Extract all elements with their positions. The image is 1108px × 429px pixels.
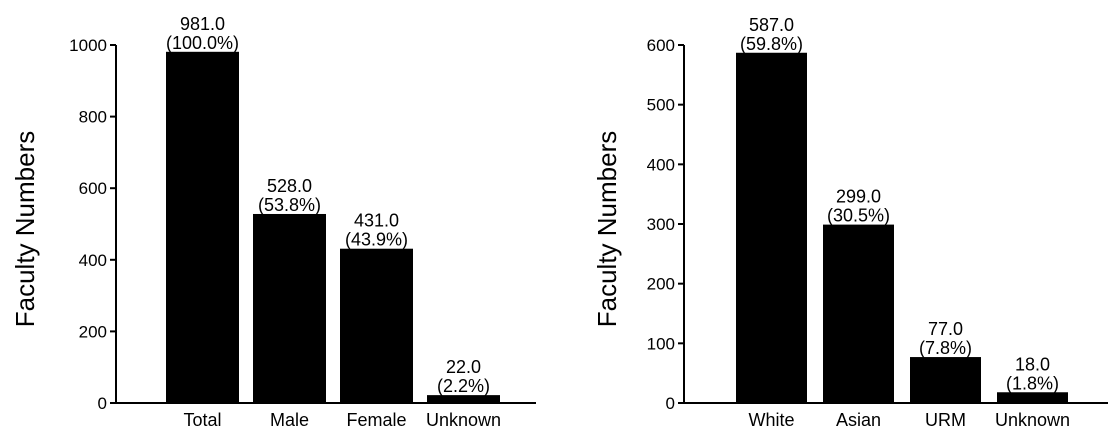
gender-bar — [427, 395, 500, 403]
gender-y-axis-title: Faculty Numbers — [10, 131, 40, 328]
race-bar-percent-label: (30.5%) — [827, 206, 890, 226]
race-y-tick-label: 500 — [647, 96, 675, 115]
race-y-tick-label: 100 — [647, 334, 675, 353]
gender-y-tick-label: 0 — [98, 394, 107, 413]
gender-bar-value-label: 22.0 — [446, 357, 481, 377]
gender-y-tick-label: 600 — [79, 179, 107, 198]
gender-category-label: Total — [183, 410, 221, 429]
gender-bar-percent-label: (53.8%) — [258, 195, 321, 215]
race-bar — [997, 392, 1068, 403]
gender-category-label: Female — [346, 410, 406, 429]
race-bar-percent-label: (59.8%) — [740, 34, 803, 54]
race-category-label: Asian — [836, 410, 881, 429]
gender-y-tick-label: 1000 — [69, 36, 107, 55]
gender-bar-percent-label: (43.9%) — [345, 230, 408, 250]
gender-y-tick-label: 800 — [79, 108, 107, 127]
race-y-tick-label: 400 — [647, 155, 675, 174]
race-y-tick-label: 300 — [647, 215, 675, 234]
gender-bar-percent-label: (100.0%) — [166, 33, 239, 53]
race-bar-value-label: 587.0 — [749, 15, 794, 35]
gender-bar-value-label: 431.0 — [354, 211, 399, 231]
gender-y-tick-label: 200 — [79, 322, 107, 341]
gender-bar-percent-label: (2.2%) — [437, 376, 490, 396]
race-y-axis-title: Faculty Numbers — [592, 131, 622, 328]
race-bar — [823, 224, 894, 403]
chart-gender: 0 200 400 600 800 1000 Faculty Numbers 981.0(10… — [10, 14, 536, 429]
gender-bar-value-label: 528.0 — [267, 176, 312, 196]
race-bar — [910, 357, 981, 403]
race-bar-value-label: 299.0 — [836, 187, 881, 207]
gender-y-tick-label: 400 — [79, 251, 107, 270]
gender-bar — [340, 248, 413, 403]
gender-category-label: Unknown — [426, 410, 501, 429]
gender-bar-value-label: 981.0 — [180, 14, 225, 34]
race-bar — [736, 52, 807, 404]
gender-bar — [253, 213, 326, 403]
race-category-label: Unknown — [995, 410, 1070, 429]
race-bar-value-label: 18.0 — [1015, 354, 1050, 374]
race-y-tick-label: 200 — [647, 275, 675, 294]
race-category-label: URM — [925, 410, 966, 429]
race-bar-value-label: 77.0 — [928, 319, 963, 339]
race-y-tick-label: 0 — [666, 394, 675, 413]
race-bar-percent-label: (7.8%) — [919, 338, 972, 358]
race-y-tick-label: 600 — [647, 36, 675, 55]
race-bar-percent-label: (1.8%) — [1006, 373, 1059, 393]
race-category-label: White — [748, 410, 794, 429]
gender-category-label: Male — [270, 410, 309, 429]
gender-bar — [166, 51, 239, 403]
